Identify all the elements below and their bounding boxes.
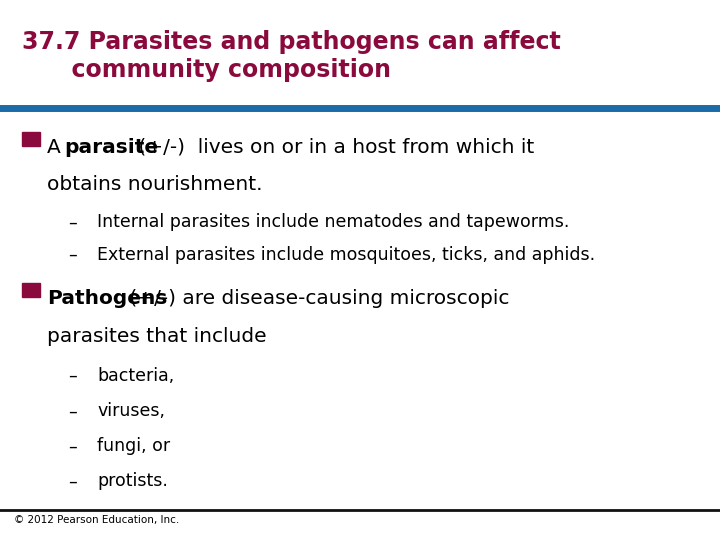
- Text: –: –: [68, 213, 77, 231]
- Text: © 2012 Pearson Education, Inc.: © 2012 Pearson Education, Inc.: [14, 515, 180, 525]
- Text: Internal parasites include nematodes and tapeworms.: Internal parasites include nematodes and…: [97, 213, 570, 231]
- Text: bacteria,: bacteria,: [97, 367, 174, 385]
- Text: A: A: [47, 138, 67, 157]
- Text: parasites that include: parasites that include: [47, 327, 266, 346]
- Text: protists.: protists.: [97, 472, 168, 490]
- Text: –: –: [68, 246, 77, 264]
- Text: –: –: [68, 472, 77, 490]
- FancyBboxPatch shape: [22, 132, 40, 146]
- Text: (+/-)  lives on or in a host from which it: (+/-) lives on or in a host from which i…: [132, 138, 534, 157]
- Text: 37.7 Parasites and pathogens can affect
      community composition: 37.7 Parasites and pathogens can affect …: [22, 30, 560, 83]
- Text: viruses,: viruses,: [97, 402, 165, 420]
- Text: obtains nourishment.: obtains nourishment.: [47, 176, 262, 194]
- Text: (+/-) are disease-causing microscopic: (+/-) are disease-causing microscopic: [123, 289, 510, 308]
- Text: External parasites include mosquitoes, ticks, and aphids.: External parasites include mosquitoes, t…: [97, 246, 595, 264]
- Text: –: –: [68, 402, 77, 420]
- Text: –: –: [68, 437, 77, 455]
- Text: –: –: [68, 367, 77, 385]
- Text: Pathogens: Pathogens: [47, 289, 167, 308]
- Text: fungi, or: fungi, or: [97, 437, 171, 455]
- FancyBboxPatch shape: [22, 283, 40, 297]
- Text: parasite: parasite: [64, 138, 158, 157]
